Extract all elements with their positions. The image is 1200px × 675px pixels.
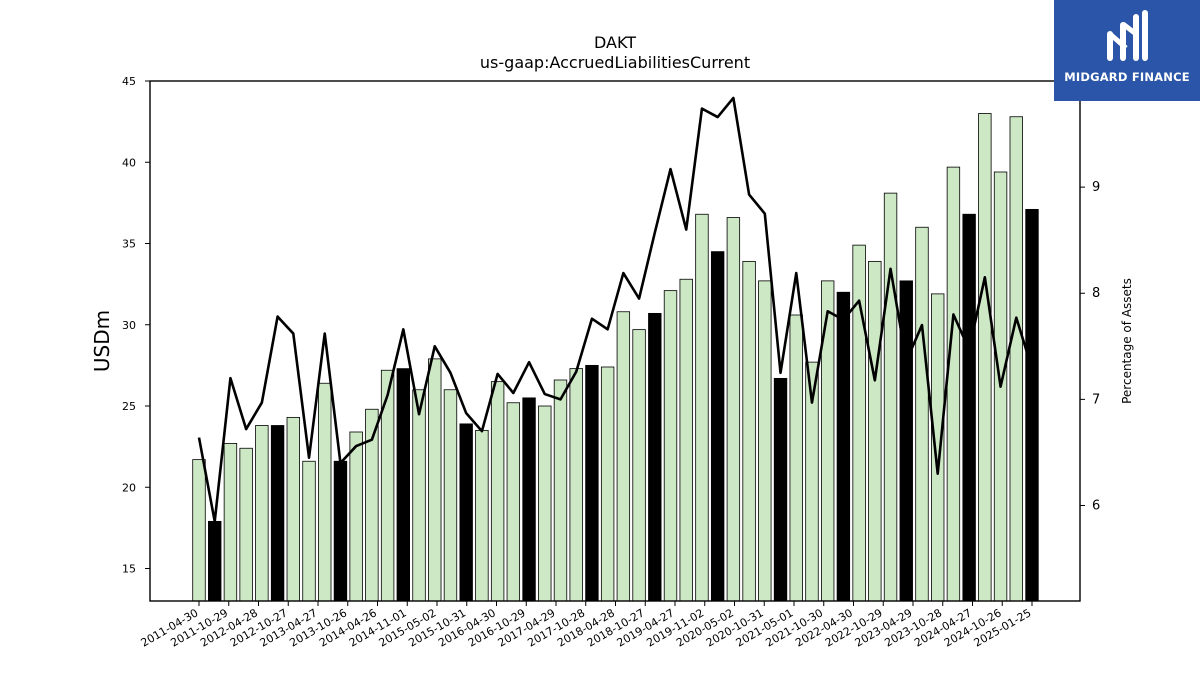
bar bbox=[286, 416, 300, 602]
bar bbox=[239, 447, 253, 602]
bar bbox=[318, 382, 332, 602]
bar bbox=[663, 290, 678, 602]
bar bbox=[710, 251, 725, 602]
percentage-of-assets-line bbox=[197, 96, 1034, 523]
logo-text: MIDGARD FINANCE bbox=[1064, 70, 1190, 84]
y2-tick-label: 7 bbox=[1092, 392, 1100, 407]
y-tick-label: 25 bbox=[122, 400, 136, 413]
bar bbox=[946, 166, 961, 602]
y-tick-label: 45 bbox=[122, 75, 136, 88]
chart-subtitle: us-gaap:AccruedLiabilitiesCurrent bbox=[480, 53, 750, 72]
logo-mark-icon bbox=[1107, 10, 1148, 61]
bar bbox=[883, 192, 898, 602]
y-tick-label: 15 bbox=[122, 563, 136, 576]
bar bbox=[349, 431, 363, 602]
y2-tick-label: 8 bbox=[1092, 286, 1100, 301]
x-axis: 2011-04-302011-10-292012-04-282012-10-27… bbox=[139, 601, 1034, 650]
bar bbox=[758, 280, 772, 602]
bar bbox=[852, 244, 866, 602]
bar bbox=[223, 442, 238, 602]
bar bbox=[962, 213, 976, 602]
bar bbox=[648, 312, 662, 602]
bar bbox=[490, 381, 505, 602]
bar bbox=[1025, 208, 1039, 602]
bar bbox=[632, 329, 646, 602]
bar bbox=[506, 402, 521, 602]
bar bbox=[396, 368, 410, 602]
bar-series bbox=[192, 113, 1039, 602]
bar bbox=[836, 291, 851, 602]
y2-tick-label: 6 bbox=[1092, 498, 1100, 513]
bar bbox=[459, 423, 473, 602]
bar bbox=[569, 368, 583, 602]
bar bbox=[820, 280, 835, 602]
bar bbox=[679, 278, 693, 602]
y2-axis-label: Percentage of Assets bbox=[1120, 278, 1134, 404]
bar bbox=[868, 260, 882, 602]
bar bbox=[302, 460, 316, 602]
bar bbox=[333, 460, 348, 602]
bar bbox=[726, 217, 741, 602]
bar bbox=[553, 379, 568, 602]
y-tick-label: 35 bbox=[122, 238, 136, 251]
y2-tick-label: 9 bbox=[1092, 180, 1100, 195]
bar bbox=[475, 429, 489, 602]
y-tick-label: 20 bbox=[122, 481, 136, 494]
bar bbox=[255, 425, 269, 602]
bar bbox=[585, 364, 599, 602]
bar bbox=[428, 358, 442, 602]
y-axis-left: 15 20 25 30 35 40 45 bbox=[122, 75, 150, 576]
bar bbox=[915, 226, 929, 602]
y-tick-label: 40 bbox=[122, 156, 136, 169]
logo: MIDGARD FINANCE bbox=[1054, 0, 1200, 101]
bar bbox=[538, 405, 552, 602]
bar bbox=[742, 260, 756, 602]
bar bbox=[1009, 116, 1023, 602]
bar bbox=[695, 213, 709, 602]
bar bbox=[192, 459, 206, 602]
bar bbox=[773, 377, 788, 602]
y-axis-right: 6 7 8 9 bbox=[1080, 180, 1100, 513]
bar bbox=[616, 311, 631, 602]
y-axis-label: USDm bbox=[90, 310, 114, 372]
bar bbox=[208, 520, 222, 602]
bar bbox=[600, 366, 615, 602]
bar bbox=[789, 314, 803, 602]
bar bbox=[443, 389, 458, 602]
chart-title: DAKT bbox=[594, 33, 636, 52]
bar bbox=[931, 293, 945, 602]
y-tick-label: 30 bbox=[122, 319, 136, 332]
bar bbox=[978, 113, 992, 602]
bar bbox=[412, 389, 426, 602]
bar bbox=[270, 425, 285, 602]
bar bbox=[522, 397, 536, 602]
